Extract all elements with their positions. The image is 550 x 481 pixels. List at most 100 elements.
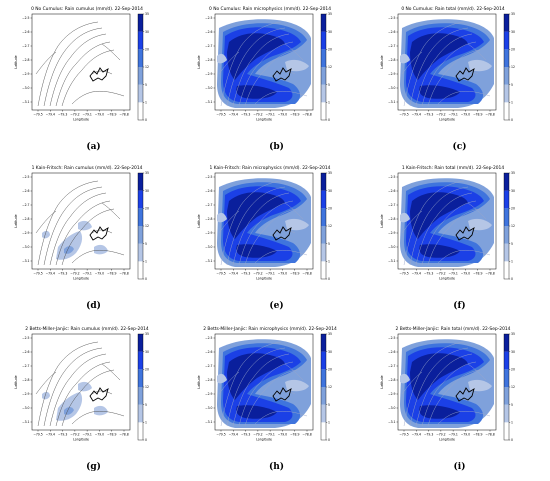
terrain-contour (238, 200, 294, 266)
x-tick-label: −79.0 (95, 433, 105, 437)
rain-region (94, 405, 108, 416)
x-tick-label: −79.3 (424, 433, 434, 437)
terrain-contour (401, 371, 423, 395)
x-tick-label: −78.9 (473, 113, 483, 117)
colorbar-tick-label: 5 (511, 403, 513, 407)
terrain-contour (55, 361, 111, 427)
y-tick-label: −2.5 (205, 336, 213, 340)
panel-plot: 1 Kain-Fritsch: Rain total (mm/d). 22-Se… (380, 165, 515, 281)
y-tick-label: −3.0 (205, 86, 213, 90)
y-tick-label: −3.0 (22, 245, 30, 249)
x-tick-label: −79.3 (241, 113, 251, 117)
x-tick-label: −78.8 (119, 433, 129, 437)
terrain-contour (35, 210, 57, 234)
city-outline (455, 387, 475, 402)
colorbar-tick-label: 35 (328, 12, 332, 16)
x-tick-label: −79.4 (46, 272, 56, 276)
colorbar-segment (504, 102, 509, 120)
colorbar-segment (504, 351, 509, 370)
y-tick-label: −2.7 (388, 364, 396, 368)
y-tick-label: −2.5 (205, 16, 213, 20)
colorbar-segment (504, 261, 509, 279)
terrain-contour (55, 41, 111, 107)
x-tick-label: −79.1 (265, 272, 275, 276)
colorbar-tick-label: 35 (145, 12, 149, 16)
colorbar-segment (138, 14, 143, 32)
terrain-contour (427, 49, 481, 107)
terrain-contour (437, 249, 491, 264)
terrain-contour (101, 43, 121, 61)
colorbar-segment (504, 243, 509, 262)
x-axis-label: Longitude (73, 277, 89, 281)
x-tick-label: −79.4 (229, 113, 239, 117)
rain-region (56, 231, 83, 260)
x-tick-label: −79.3 (424, 272, 434, 276)
y-axis-label: Latitude (14, 214, 18, 227)
colorbar-segment (321, 226, 326, 244)
colorbar-tick-label: 35 (145, 171, 149, 175)
colorbar-tick-label: 1 (511, 259, 513, 263)
y-tick-label: −3.0 (22, 406, 30, 410)
terrain-contour (91, 229, 113, 234)
x-tick-label: −79.1 (82, 272, 92, 276)
terrain-contour (274, 229, 296, 234)
colorbar-segment (138, 387, 143, 405)
rain-region (217, 373, 227, 384)
x-tick-label: −79.2 (70, 433, 80, 437)
y-tick-label: −2.9 (388, 392, 396, 396)
colorbar-tick-label: 12 (328, 224, 332, 228)
terrain-contour (427, 369, 481, 427)
colorbar-tick-label: 12 (145, 65, 149, 69)
colorbar-segment (138, 261, 143, 279)
colorbar-segment (504, 84, 509, 103)
x-tick-label: −79.5 (33, 433, 43, 437)
colorbar-segment (321, 422, 326, 440)
y-tick-label: −2.5 (22, 16, 30, 20)
x-tick-label: −79.0 (95, 113, 105, 117)
x-tick-label: −79.2 (253, 113, 263, 117)
terrain-contour (238, 361, 294, 427)
y-tick-label: −2.9 (22, 231, 30, 235)
colorbar-segment (321, 31, 326, 50)
y-tick-label: −2.5 (22, 175, 30, 179)
rain-region (400, 53, 410, 64)
colorbar-tick-label: 5 (145, 83, 147, 87)
colorbar-segment (138, 173, 143, 191)
terrain-contour (284, 202, 304, 220)
colorbar-segment (321, 102, 326, 120)
x-tick-label: −79.2 (436, 113, 446, 117)
colorbar-tick-label: 0 (511, 118, 513, 122)
colorbar-tick-label: 20 (328, 367, 332, 371)
rain-region (400, 373, 410, 384)
x-tick-label: −79.3 (424, 113, 434, 117)
colorbar-tick-label: 30 (511, 189, 515, 193)
terrain-contour (467, 43, 487, 61)
terrain-contour (457, 390, 479, 395)
y-tick-label: −2.8 (388, 58, 396, 62)
colorbar-tick-label: 30 (145, 189, 149, 193)
y-axis-label: Latitude (14, 55, 18, 68)
terrain-contour (49, 33, 107, 107)
x-tick-label: −79.3 (58, 272, 68, 276)
y-tick-label: −2.8 (22, 378, 30, 382)
figure-panel: 0 No Cumulus: Rain total (mm/d). 22-Sep-… (368, 2, 550, 161)
city-outline (272, 226, 292, 241)
colorbar-tick-label: 30 (145, 30, 149, 34)
colorbar-tick-label: 35 (511, 12, 515, 16)
x-tick-label: −78.9 (473, 272, 483, 276)
y-axis-label: Latitude (380, 375, 384, 388)
terrain-contour (421, 200, 477, 266)
x-tick-label: −79.1 (265, 113, 275, 117)
colorbar-segment (321, 404, 326, 423)
terrain-contour (55, 200, 111, 266)
colorbar-tick-label: 12 (145, 385, 149, 389)
terrain-contour (43, 27, 103, 107)
rain-region (56, 392, 83, 421)
colorbar-tick-label: 12 (328, 385, 332, 389)
colorbar-tick-label: 20 (145, 206, 149, 210)
x-tick-label: −79.5 (399, 433, 409, 437)
x-tick-label: −79.3 (58, 113, 68, 117)
colorbar-segment (138, 404, 143, 423)
y-tick-label: −2.9 (205, 72, 213, 76)
x-tick-label: −78.8 (302, 272, 312, 276)
